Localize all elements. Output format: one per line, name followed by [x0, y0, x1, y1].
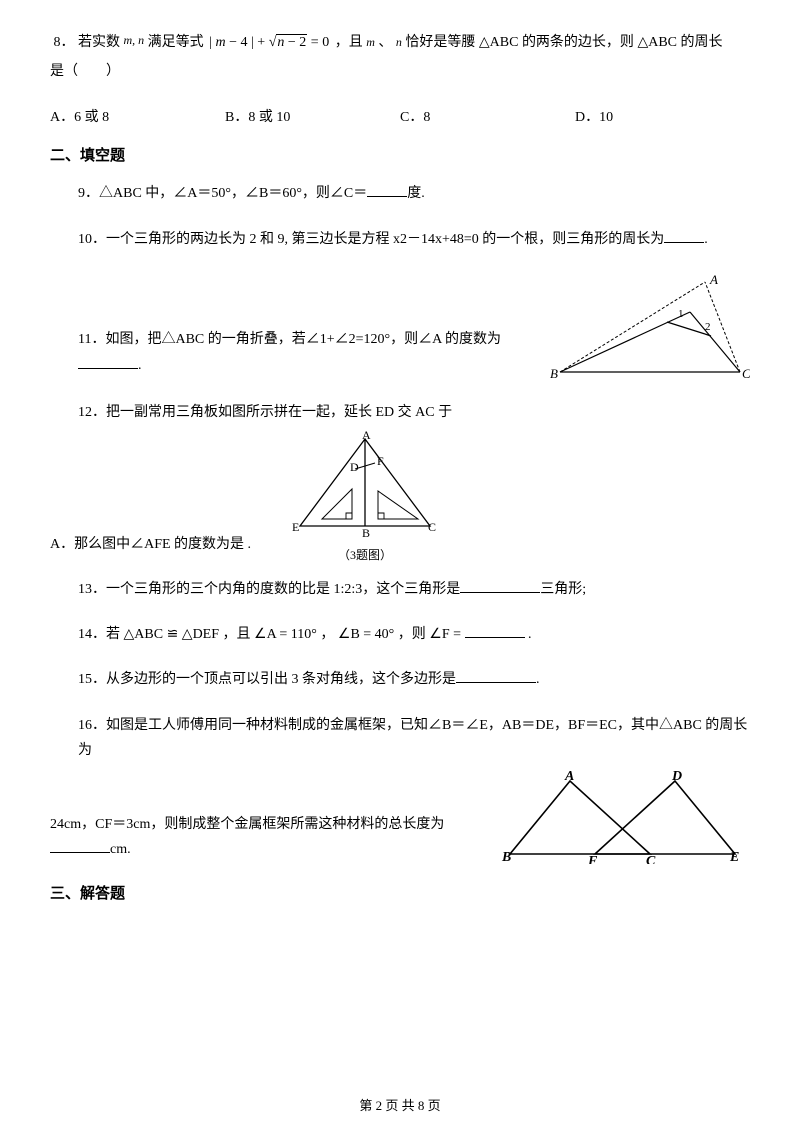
q14-a: ∠A = 110° [254, 627, 317, 642]
q8-opt-b: B．8 或 10 [225, 106, 400, 126]
q11-tail: . [138, 358, 142, 373]
q14-p2: ，且 [223, 627, 251, 642]
q8-mid2: ，且 [335, 35, 363, 50]
q10-text: 10．一个三角形的两边长为 2 和 9, 第三边长是方程 x2－14x+48=0… [78, 232, 664, 247]
q16-label-E: E [729, 850, 739, 864]
q14-blank [465, 624, 525, 638]
q16-t2a: 24cm，CF＝3cm，则制成整个金属框架所需这种材料的总长度为 [50, 817, 444, 832]
q11-row: 11．如图，把△ABC 的一角折叠，若∠1+∠2=120°，则∠A 的度数为. … [50, 272, 750, 382]
q16-figure: A D B F C E [500, 769, 750, 864]
q11-label-A: A [709, 272, 718, 287]
q14-p1: 14．若 [78, 627, 120, 642]
q11-label-2: 2 [705, 321, 711, 333]
q16-label-F: F [587, 854, 598, 864]
q9-blank [367, 183, 407, 197]
q8-formula: | m − 4 | + √n − 2 = 0 [207, 35, 335, 50]
q13-tail: 三角形; [540, 582, 586, 597]
q16-label-D: D [671, 769, 682, 784]
q15: 15．从多边形的一个顶点可以引出 3 条对角线，这个多边形是. [50, 667, 750, 692]
q8-options: A．6 或 8 B．8 或 10 C．8 D．10 [50, 106, 750, 126]
footer-c: 页 共 [382, 1098, 418, 1113]
q13-text: 13．一个三角形的三个内角的度数的比是 1:2:3，这个三角形是 [78, 582, 460, 597]
q14-tail: . [528, 627, 532, 642]
q16-blank [50, 839, 110, 853]
q8-line2: 是（ ） [50, 59, 750, 84]
q8-line1: 8． 若实数 m, n 满足等式 | m − 4 | + √n − 2 = 0 … [50, 30, 750, 55]
q13: 13．一个三角形的三个内角的度数的比是 1:2:3，这个三角形是 三角形; [50, 577, 750, 602]
q14-p3: ，则 [398, 627, 426, 642]
q12: 12．把一副常用三角板如图所示拼在一起，延长 ED 交 AC 于 [50, 400, 750, 425]
q8-tail: 的周长 [681, 35, 723, 50]
q11-label-C: C [742, 366, 750, 381]
section-3-head: 三、解答题 [50, 882, 750, 903]
q9: 9．△ABC 中，∠A＝50°，∠B＝60°，则∠C＝ 度. [50, 181, 750, 206]
q12-text: 12．把一副常用三角板如图所示拼在一起，延长 ED 交 AC 于 [78, 405, 452, 420]
q10-tail: . [704, 232, 708, 247]
q16-t2b: cm. [110, 842, 131, 857]
q8-d1: 、 [378, 35, 392, 50]
q12b-text-wrap: A．那么图中∠AFE 的度数为是 . [50, 532, 280, 563]
q11-label-B: B [550, 366, 558, 381]
q12-label-D: D [350, 460, 359, 474]
q8-num: 8． [54, 35, 75, 50]
q11-figure: A B C 1 2 [550, 272, 750, 382]
q9-tail: 度. [407, 186, 425, 201]
q12-label-A: A [362, 431, 371, 442]
q8-tri2: △ABC [637, 35, 677, 50]
q15-text: 15．从多边形的一个顶点可以引出 3 条对角线，这个多边形是 [78, 672, 456, 687]
q8-mid1: 满足等式 [148, 35, 204, 50]
page-footer: 第 2 页 共 8 页 [0, 1095, 800, 1114]
q16-label-C: C [646, 854, 656, 864]
q12-figure: A F D E B C （3题图） [280, 431, 450, 563]
section-2-head: 二、填空题 [50, 144, 750, 165]
q8-mid4: 的两条的边长，则 [522, 35, 634, 50]
q11-text: 11．如图，把△ABC 的一角折叠，若∠1+∠2=120°，则∠A 的度数为 [78, 332, 501, 347]
q16-label-B: B [501, 850, 511, 864]
q10: 10．一个三角形的两边长为 2 和 9, 第三边长是方程 x2－14x+48=0… [50, 227, 750, 252]
q8-opt-a: A．6 或 8 [50, 106, 225, 126]
q8-opt-c: C．8 [400, 106, 575, 126]
q8-mid3: 恰好是等腰 [405, 35, 475, 50]
q14: 14．若 △ABC ≌ △DEF ，且 ∠A = 110° ， ∠B = 40°… [50, 622, 750, 647]
q8-mn: m, n [124, 33, 145, 47]
q12-label-B: B [362, 526, 370, 540]
footer-e: 页 [424, 1098, 440, 1113]
q15-blank [456, 669, 536, 683]
q13-blank [460, 579, 540, 593]
q15-tail: . [536, 672, 540, 687]
q8-opt-d: D．10 [575, 106, 750, 126]
q11-text-wrap: 11．如图，把△ABC 的一角折叠，若∠1+∠2=120°，则∠A 的度数为. [50, 327, 550, 381]
q14-f: ∠F = [429, 627, 461, 642]
q12b-row: A．那么图中∠AFE 的度数为是 . A F D E B C （3题图） [50, 431, 750, 563]
q12-label-E: E [292, 520, 299, 534]
q8-tri1: △ABC [479, 35, 519, 50]
q8-n: n [396, 35, 402, 49]
q12-label-F: F [377, 454, 384, 468]
q12b-text: A．那么图中∠AFE 的度数为是 . [50, 537, 251, 552]
q8-pre: 若实数 [78, 35, 120, 50]
footer-a: 第 [359, 1098, 375, 1113]
q16-l1: 16．如图是工人师傅用同一种材料制成的金属框架，已知∠B＝∠E，AB＝DE，BF… [50, 713, 750, 763]
q9-text: 9．△ABC 中，∠A＝50°，∠B＝60°，则∠C＝ [78, 186, 367, 201]
q12-caption: （3题图） [280, 546, 450, 563]
q8-m: m [366, 35, 375, 49]
q16-text2: 24cm，CF＝3cm，则制成整个金属框架所需这种材料的总长度为 cm. [50, 812, 500, 864]
q11-blank [78, 355, 138, 369]
q14-b: ∠B = 40° [338, 627, 394, 642]
q12-label-C: C [428, 520, 436, 534]
q14-c: ， [320, 627, 334, 642]
q10-blank [664, 229, 704, 243]
q16-t1: 16．如图是工人师傅用同一种材料制成的金属框架，已知∠B＝∠E，AB＝DE，BF… [78, 718, 747, 758]
q16-row: 24cm，CF＝3cm，则制成整个金属框架所需这种材料的总长度为 cm. A D … [50, 769, 750, 864]
q16-label-A: A [564, 769, 574, 784]
q11-label-1: 1 [678, 308, 684, 320]
q14-cong: △ABC ≌ △DEF [124, 627, 220, 642]
